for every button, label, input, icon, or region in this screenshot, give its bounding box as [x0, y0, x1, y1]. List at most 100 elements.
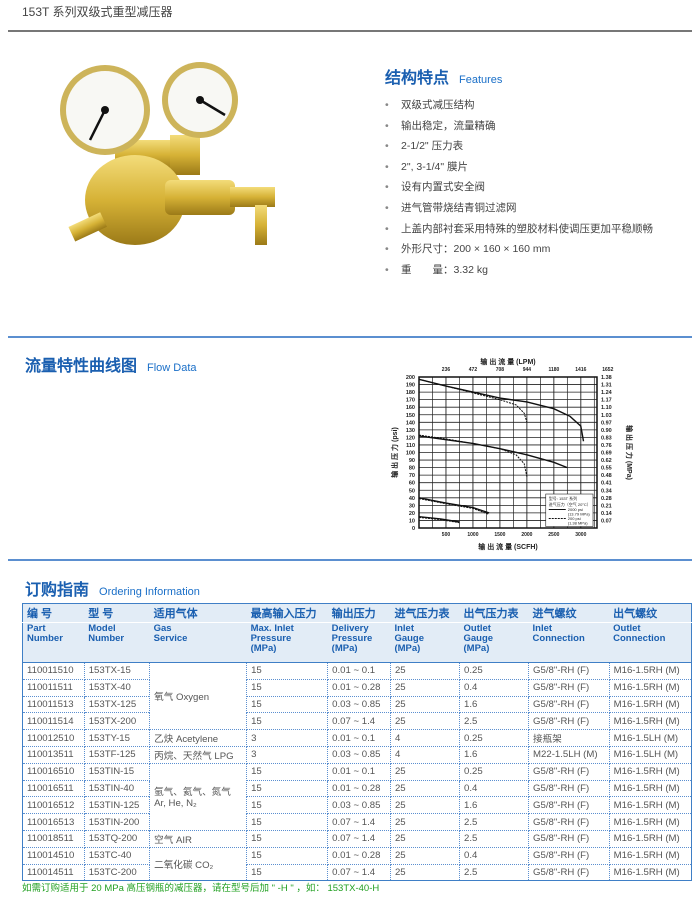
table-cell: 0.03 ~ 0.85 [327, 796, 391, 815]
flow-title-en: Flow Data [147, 362, 197, 374]
y2-tick-label: 0.97 [601, 420, 612, 426]
table-row: 110014511 153TC-200 15 0.07 ~ 1.4 25 2.5 G5/8"… [22, 863, 693, 882]
table-cell: 15 [246, 779, 329, 798]
table-cell: 15 [246, 846, 329, 865]
series-line-dashed [418, 378, 528, 423]
table-cell: 25 [389, 762, 461, 781]
feature-text: 外形尺寸：200 × 160 × 160 mm [401, 243, 551, 256]
header-line: (MPa) [463, 643, 490, 654]
header-line: Max. Inlet [250, 623, 294, 634]
table-cell: 110014510 [22, 846, 85, 865]
legend-title: 型号: 153T 系列 [549, 495, 577, 501]
table-cell: 4 [389, 745, 461, 764]
legend-label: 200 psi [568, 516, 581, 521]
table-cell: 110011510 [22, 662, 85, 680]
table-cell: 0.25 [458, 662, 530, 680]
table-cell: 110016512 [22, 796, 85, 815]
y-tick-label: 110 [406, 443, 415, 449]
y2-tick-label: 1.17 [601, 398, 612, 404]
column-header-en: Model Number [84, 622, 150, 663]
gas-service-cell: 氧气 Oxygen [149, 661, 248, 731]
table-cell: 1.6 [458, 745, 530, 764]
table-cell: 0.4 [458, 846, 530, 865]
gas-label: Ar, He, N₂ [154, 798, 197, 810]
regulator-product-photo [60, 62, 275, 245]
y2-tick-label: 0.34 [601, 488, 613, 494]
y2-axis-label: 输 出 压 力 (MPa) [625, 425, 634, 480]
table-cell: 153TC-40 [83, 846, 151, 865]
table-cell: 110012510 [22, 729, 85, 747]
table-cell: 0.03 ~ 0.85 [327, 695, 391, 714]
y-tick-label: 80 [409, 466, 415, 472]
table-row: 110011513 153TX-125 15 0.03 ~ 0.85 25 1.6 G5/8… [22, 695, 693, 714]
column-header-cn: 出气压力表 [459, 603, 529, 623]
table-cell: 110016510 [22, 762, 85, 781]
table-cell: G5/8"-RH (F) [528, 662, 610, 680]
table-cell: 25 [389, 846, 461, 865]
table-cell: 2.5 [458, 813, 530, 831]
header-line: Number [88, 633, 125, 644]
feature-item: • 重 量：3.32 kg [385, 263, 653, 284]
table-cell: 2.5 [458, 712, 530, 731]
gas-label: 氩气、氦气、氮气 [154, 787, 231, 799]
ordering-heading: 订购指南 Ordering Information [25, 576, 200, 600]
y2-tick-label: 0.28 [601, 496, 612, 502]
legend-sublabel: (13.79 MPa) [568, 512, 591, 517]
header-line: Outlet [463, 623, 491, 634]
header-line: (MPa) [250, 643, 277, 654]
table-cell: G5/8"-RH (F) [528, 712, 610, 731]
table-cell: 0.25 [458, 762, 530, 781]
feature-item: • 双级式减压结构 [385, 98, 653, 119]
table-cell: 25 [389, 813, 461, 831]
header-line: Connection [532, 633, 585, 644]
column-header-en: Delivery Pressure (MPa) [327, 622, 391, 663]
table-cell: M16-1.5RH (M) [608, 762, 693, 781]
table-cell: 0.4 [458, 678, 530, 697]
feature-text: 设有内置式安全阀 [401, 181, 485, 194]
y-tick-label: 70 [409, 473, 415, 479]
table-row: 110014510 153TC-40 二氧化碳 CO₂ 15 0.01 ~ 0.28 25… [22, 846, 693, 882]
column-header-en: Gas Service [149, 622, 247, 663]
table-cell: 25 [389, 662, 461, 680]
table-cell: 153TIN-200 [83, 813, 151, 831]
series-line-dashed [418, 498, 490, 515]
table-cell: 0.07 ~ 1.4 [327, 863, 391, 882]
table-cell: G5/8"-RH (F) [528, 796, 610, 815]
table-cell: 110018511 [22, 829, 85, 848]
column-header-cn: 最高输入压力 [246, 603, 328, 623]
feature-text: 双级式减压结构 [401, 99, 475, 111]
plot-frame [418, 376, 598, 529]
header-line: Pressure [331, 633, 373, 644]
table-cell: 153TX-125 [83, 695, 151, 714]
bullet-icon: • [385, 181, 389, 194]
feature-item: • 2", 3-1/4" 膜片 [385, 160, 653, 181]
table-cell: G5/8"-RH (F) [528, 813, 610, 831]
table-cell: 153TX-15 [83, 662, 151, 680]
table-cell: 15 [246, 662, 329, 680]
header-line: Inlet [394, 623, 414, 634]
table-row: 110016513 153TIN-200 15 0.07 ~ 1.4 25 2.5 G5/8… [22, 813, 693, 831]
y-tick-label: 130 [406, 428, 415, 434]
table-cell: 15 [246, 762, 329, 781]
table-cell: 0.07 ~ 1.4 [327, 829, 391, 848]
feature-text: 2", 3-1/4" 膜片 [401, 160, 468, 173]
table-cell: 25 [389, 829, 461, 848]
section-divider [8, 336, 692, 338]
y2-tick-label: 0.21 [601, 503, 612, 509]
table-cell: 15 [246, 863, 329, 882]
table-row: 110012510 153TY-15 乙炔 Acetylene 3 0.01 ~ 0.1… [22, 729, 693, 747]
header-line: Pressure [250, 633, 292, 644]
gas-service-cell: 氩气、氦气、氮气 Ar, He, N₂ [149, 762, 248, 831]
feature-text: 2-1/2" 压力表 [401, 140, 464, 153]
x2-tick-label: 1652 [602, 367, 613, 373]
series-line-solid [418, 516, 460, 523]
table-cell: 25 [389, 678, 461, 697]
table-cell: 2.5 [458, 829, 530, 848]
table-cell: G5/8"-RH (F) [528, 762, 610, 781]
table-cell: 0.07 ~ 1.4 [327, 813, 391, 831]
column-header-cn: 型 号 [84, 603, 150, 623]
flow-title-cn: 流量特性曲线图 [25, 358, 138, 375]
column-header-en: Outlet Gauge (MPa) [459, 622, 529, 663]
table-cell: M16-1.5RH (M) [608, 779, 693, 798]
